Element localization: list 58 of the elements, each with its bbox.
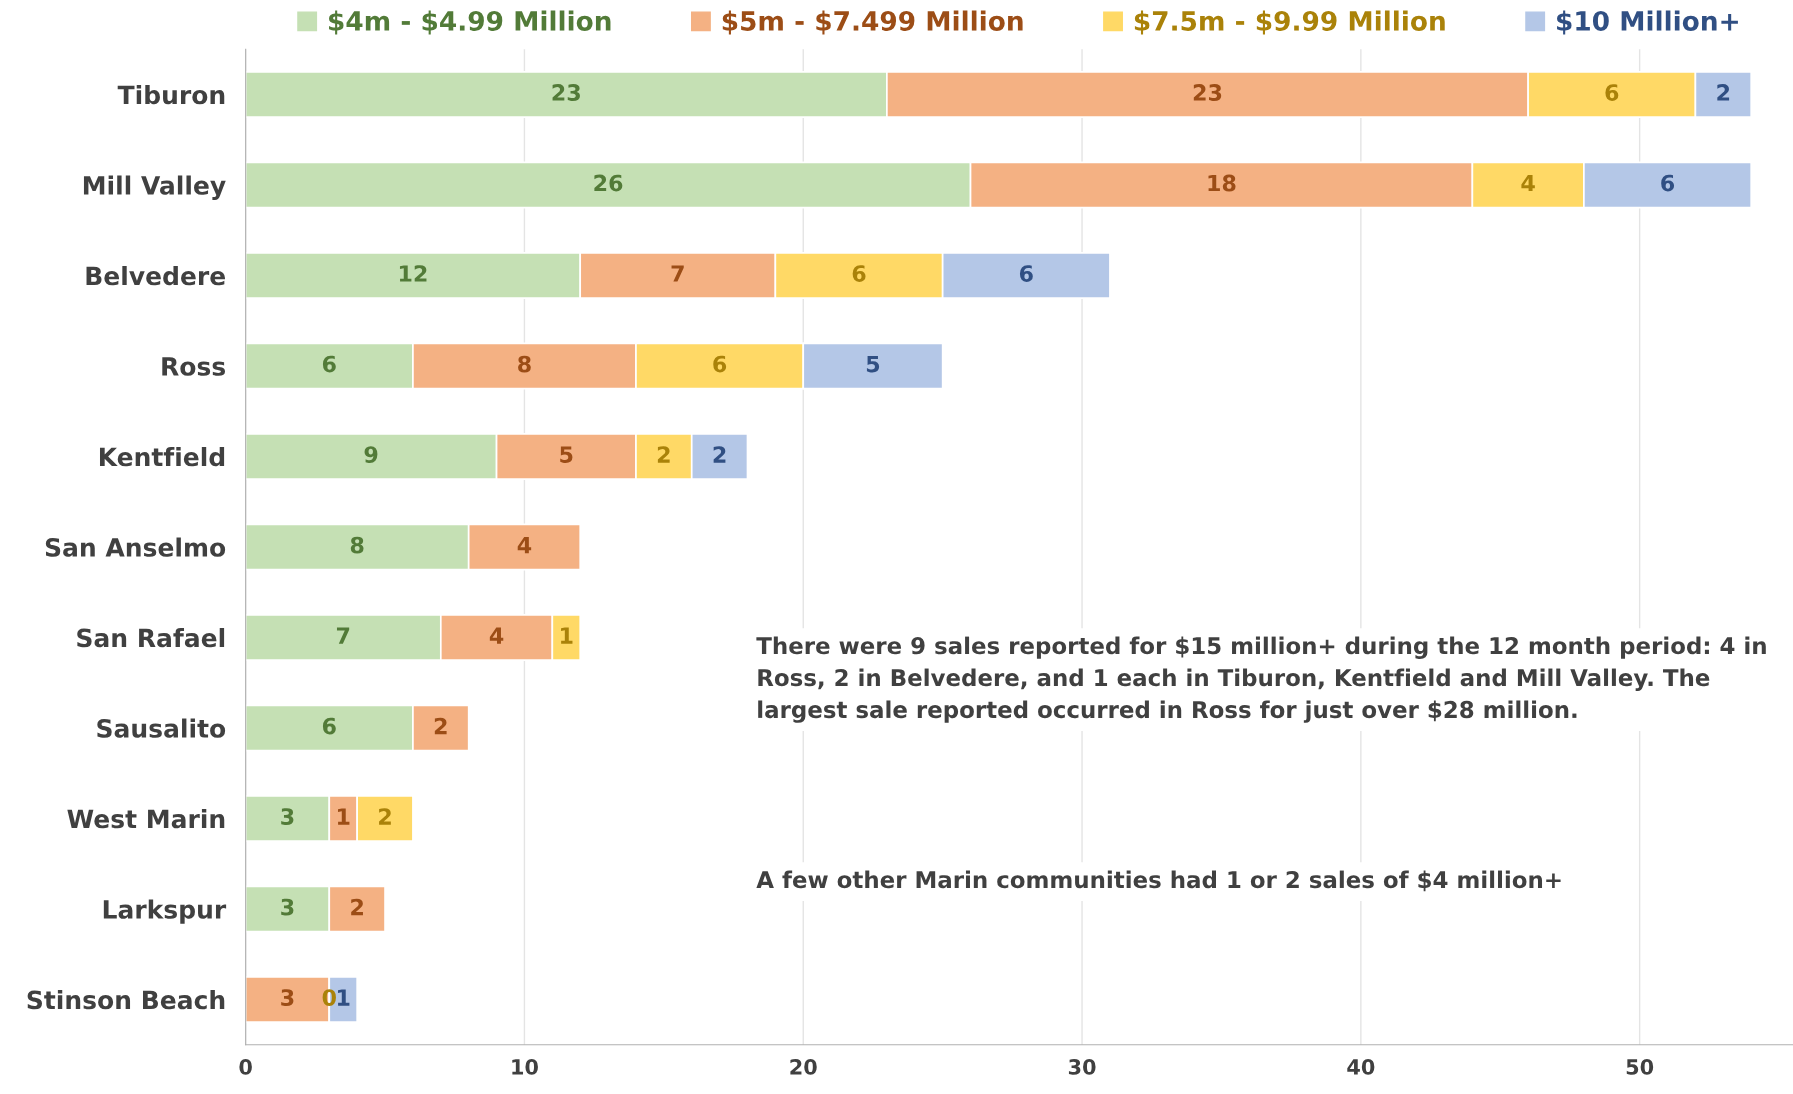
data-label: 5 — [866, 355, 880, 373]
data-label: 4 — [1521, 174, 1535, 192]
data-label: 4 — [489, 627, 504, 644]
data-label: 6 — [852, 265, 866, 282]
y-tick-label: West Marin — [67, 809, 225, 829]
annotation: A few other Marin communities had 1 or 2 sales of $4 million+ — [756, 870, 1561, 892]
x-tick-label: 20 — [790, 1059, 817, 1075]
x-tick-label: 40 — [1347, 1059, 1375, 1075]
data-label: 2 — [351, 898, 363, 916]
data-label: 1 — [561, 627, 573, 644]
data-label: 2 — [1717, 84, 1730, 101]
y-tick-label: San Anselmo — [45, 537, 226, 557]
data-label: 1 — [338, 989, 350, 1006]
data-label: 2 — [379, 808, 391, 825]
data-label: 2 — [657, 446, 670, 463]
data-label: 2 — [434, 717, 447, 735]
y-tick-label: Ross — [162, 357, 226, 376]
data-label: 23 — [552, 84, 580, 101]
x-tick-label: 0 — [239, 1059, 252, 1075]
data-label: 7 — [671, 265, 684, 282]
data-label: 8 — [518, 355, 531, 373]
x-tick-label: 30 — [1068, 1059, 1096, 1075]
data-label: 2 — [713, 446, 726, 463]
legend-label: $4m - $4.99 Million — [329, 10, 611, 35]
data-label: 1 — [338, 808, 350, 825]
data-label: 6 — [322, 355, 336, 373]
y-tick-label: Kentfield — [99, 447, 225, 467]
legend-label: $7.5m - $9.99 Million — [1134, 10, 1445, 35]
data-label: 9 — [364, 446, 378, 463]
data-label: 6 — [1605, 84, 1619, 101]
y-tick-label: Larkspur — [103, 899, 227, 924]
annotation: There were 9 sales reported for $15 million+ during the 12 month period: 4 in Ross, 2 in Belvedere, and 1 each in Tiburon, Kentfield and Mill Valley. The largest sale reported occurred in Ross for just over $28 million. — [756, 636, 1766, 723]
y-tick-label: Stinson Beach — [27, 990, 225, 1010]
data-label: 18 — [1208, 174, 1236, 192]
data-label: 6 — [1661, 174, 1675, 192]
y-tick-label: Tiburon — [117, 84, 225, 105]
data-label: 3 — [281, 989, 294, 1006]
y-tick-label: Belvedere — [86, 265, 225, 286]
data-label: 6 — [1019, 265, 1033, 282]
y-tick-label: San Rafael — [77, 628, 225, 648]
data-label: 3 — [281, 898, 294, 916]
data-label: 0 — [322, 989, 336, 1006]
data-label: 3 — [281, 808, 294, 825]
x-tick-label: 10 — [512, 1059, 538, 1075]
data-label: 8 — [350, 536, 364, 554]
data-label: 23 — [1193, 84, 1222, 101]
data-label: 6 — [322, 717, 336, 735]
data-label: 12 — [399, 265, 427, 282]
x-tick-label: 50 — [1626, 1059, 1654, 1075]
data-label: 6 — [713, 355, 727, 373]
data-label: 4 — [517, 536, 532, 554]
data-label: 7 — [336, 627, 350, 644]
y-tick-label: Mill Valley — [83, 175, 226, 200]
legend-label: $5m - $7.499 Million — [722, 10, 1023, 35]
y-tick-label: Sausalito — [97, 718, 226, 738]
legend-label: $10 Million+ — [1557, 10, 1738, 35]
data-label: 5 — [560, 446, 573, 463]
data-label: 26 — [594, 174, 623, 192]
